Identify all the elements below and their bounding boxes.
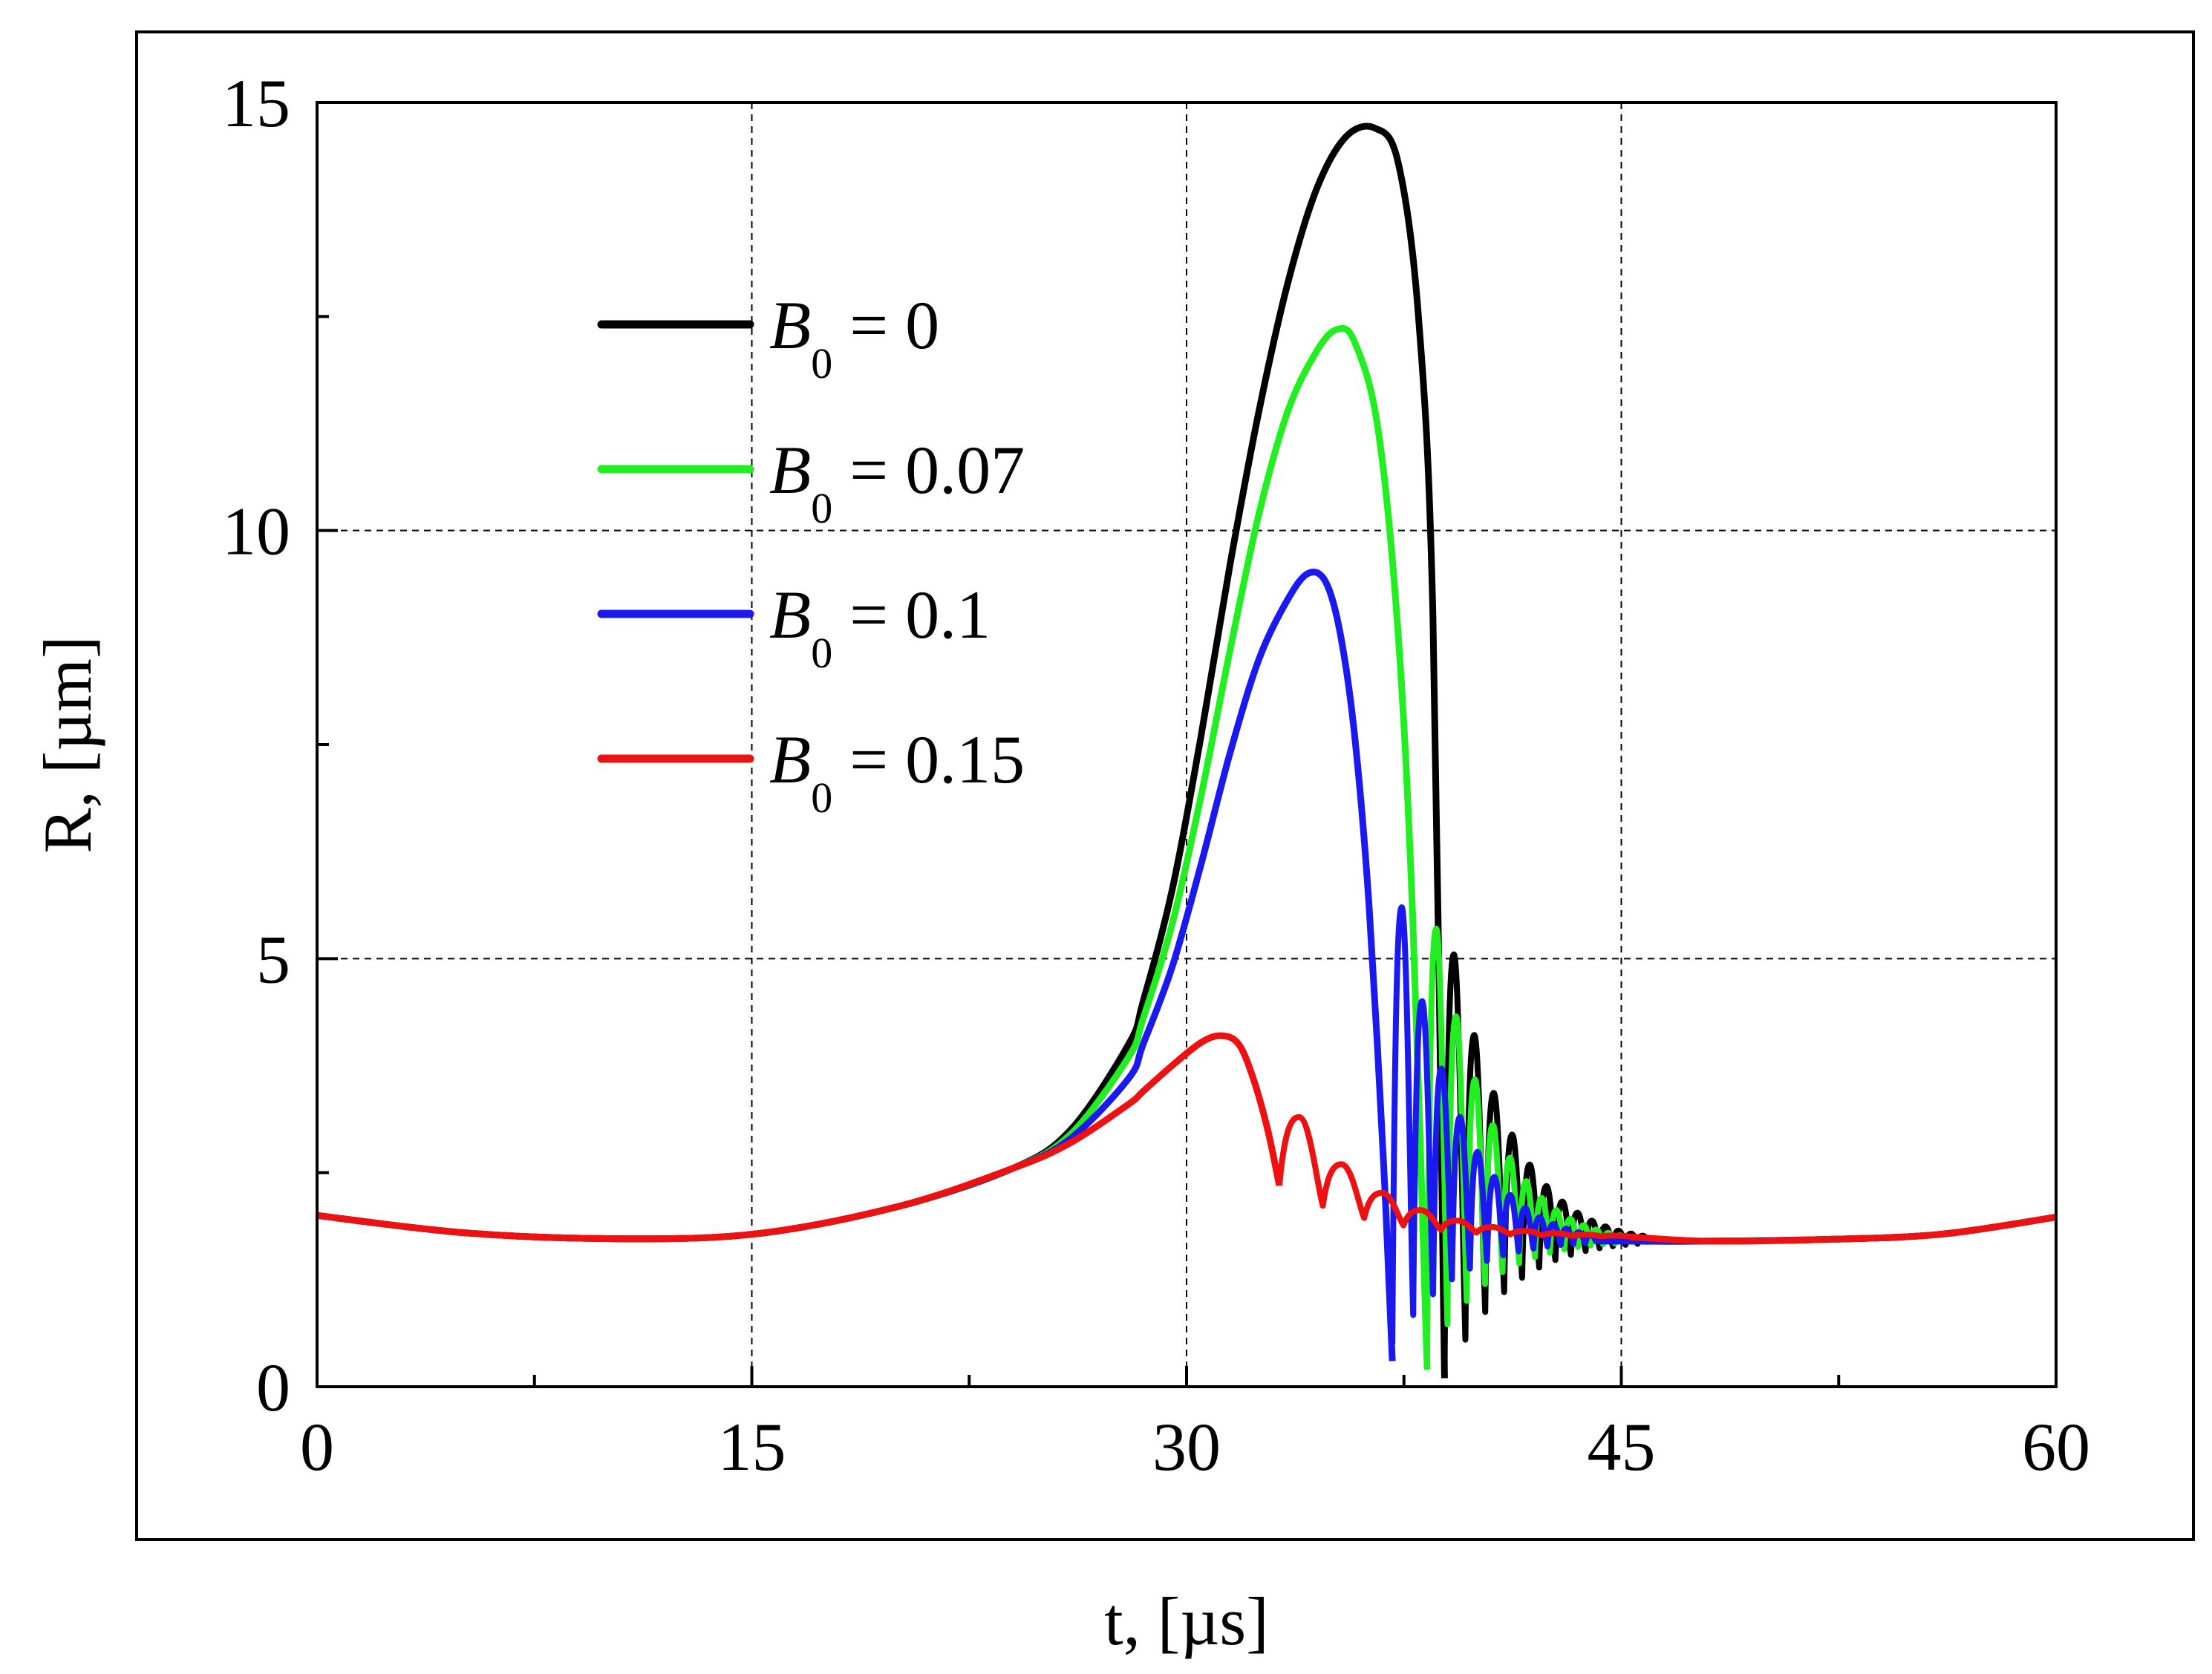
legend-label: B0 = 0: [769, 287, 939, 388]
series-line-rebounds: [1389, 904, 1599, 1344]
axis-ticks: 0 15 30 45 60 0 5 10 15: [222, 65, 2090, 1485]
legend: B0 = 0 B0 = 0.07 B0 = 0.1 B0 = 0.15: [597, 287, 1025, 822]
series-line-main: [316, 1032, 1283, 1243]
y-tick-label: 0: [256, 1350, 290, 1425]
series-line-tail: [1630, 1214, 2057, 1245]
legend-label: B0 = 0.07: [769, 432, 1025, 532]
y-axis-title: R, [µm]: [30, 635, 105, 853]
y-tick-label: 5: [256, 921, 290, 997]
x-tick-label: 45: [1588, 1409, 1656, 1485]
x-tick-label: 15: [718, 1409, 786, 1485]
x-axis-title: t, [µs]: [1104, 1583, 1269, 1659]
x-tick-label: 0: [300, 1409, 334, 1485]
series-3: [316, 1032, 2057, 1245]
x-tick-label: 60: [2022, 1409, 2090, 1485]
outer-frame: [135, 30, 2195, 1541]
grid: [317, 102, 2056, 1387]
series-line-rebounds: [1424, 926, 1629, 1357]
x-tick-label: 30: [1152, 1409, 1221, 1485]
legend-label: B0 = 0.15: [769, 722, 1025, 822]
series-layer: [316, 122, 2057, 1379]
legend-label: B0 = 0.1: [769, 577, 991, 677]
y-tick-label: 10: [222, 494, 290, 569]
y-tick-label: 15: [222, 65, 290, 141]
series-line-rebounds: [1276, 1114, 1631, 1240]
